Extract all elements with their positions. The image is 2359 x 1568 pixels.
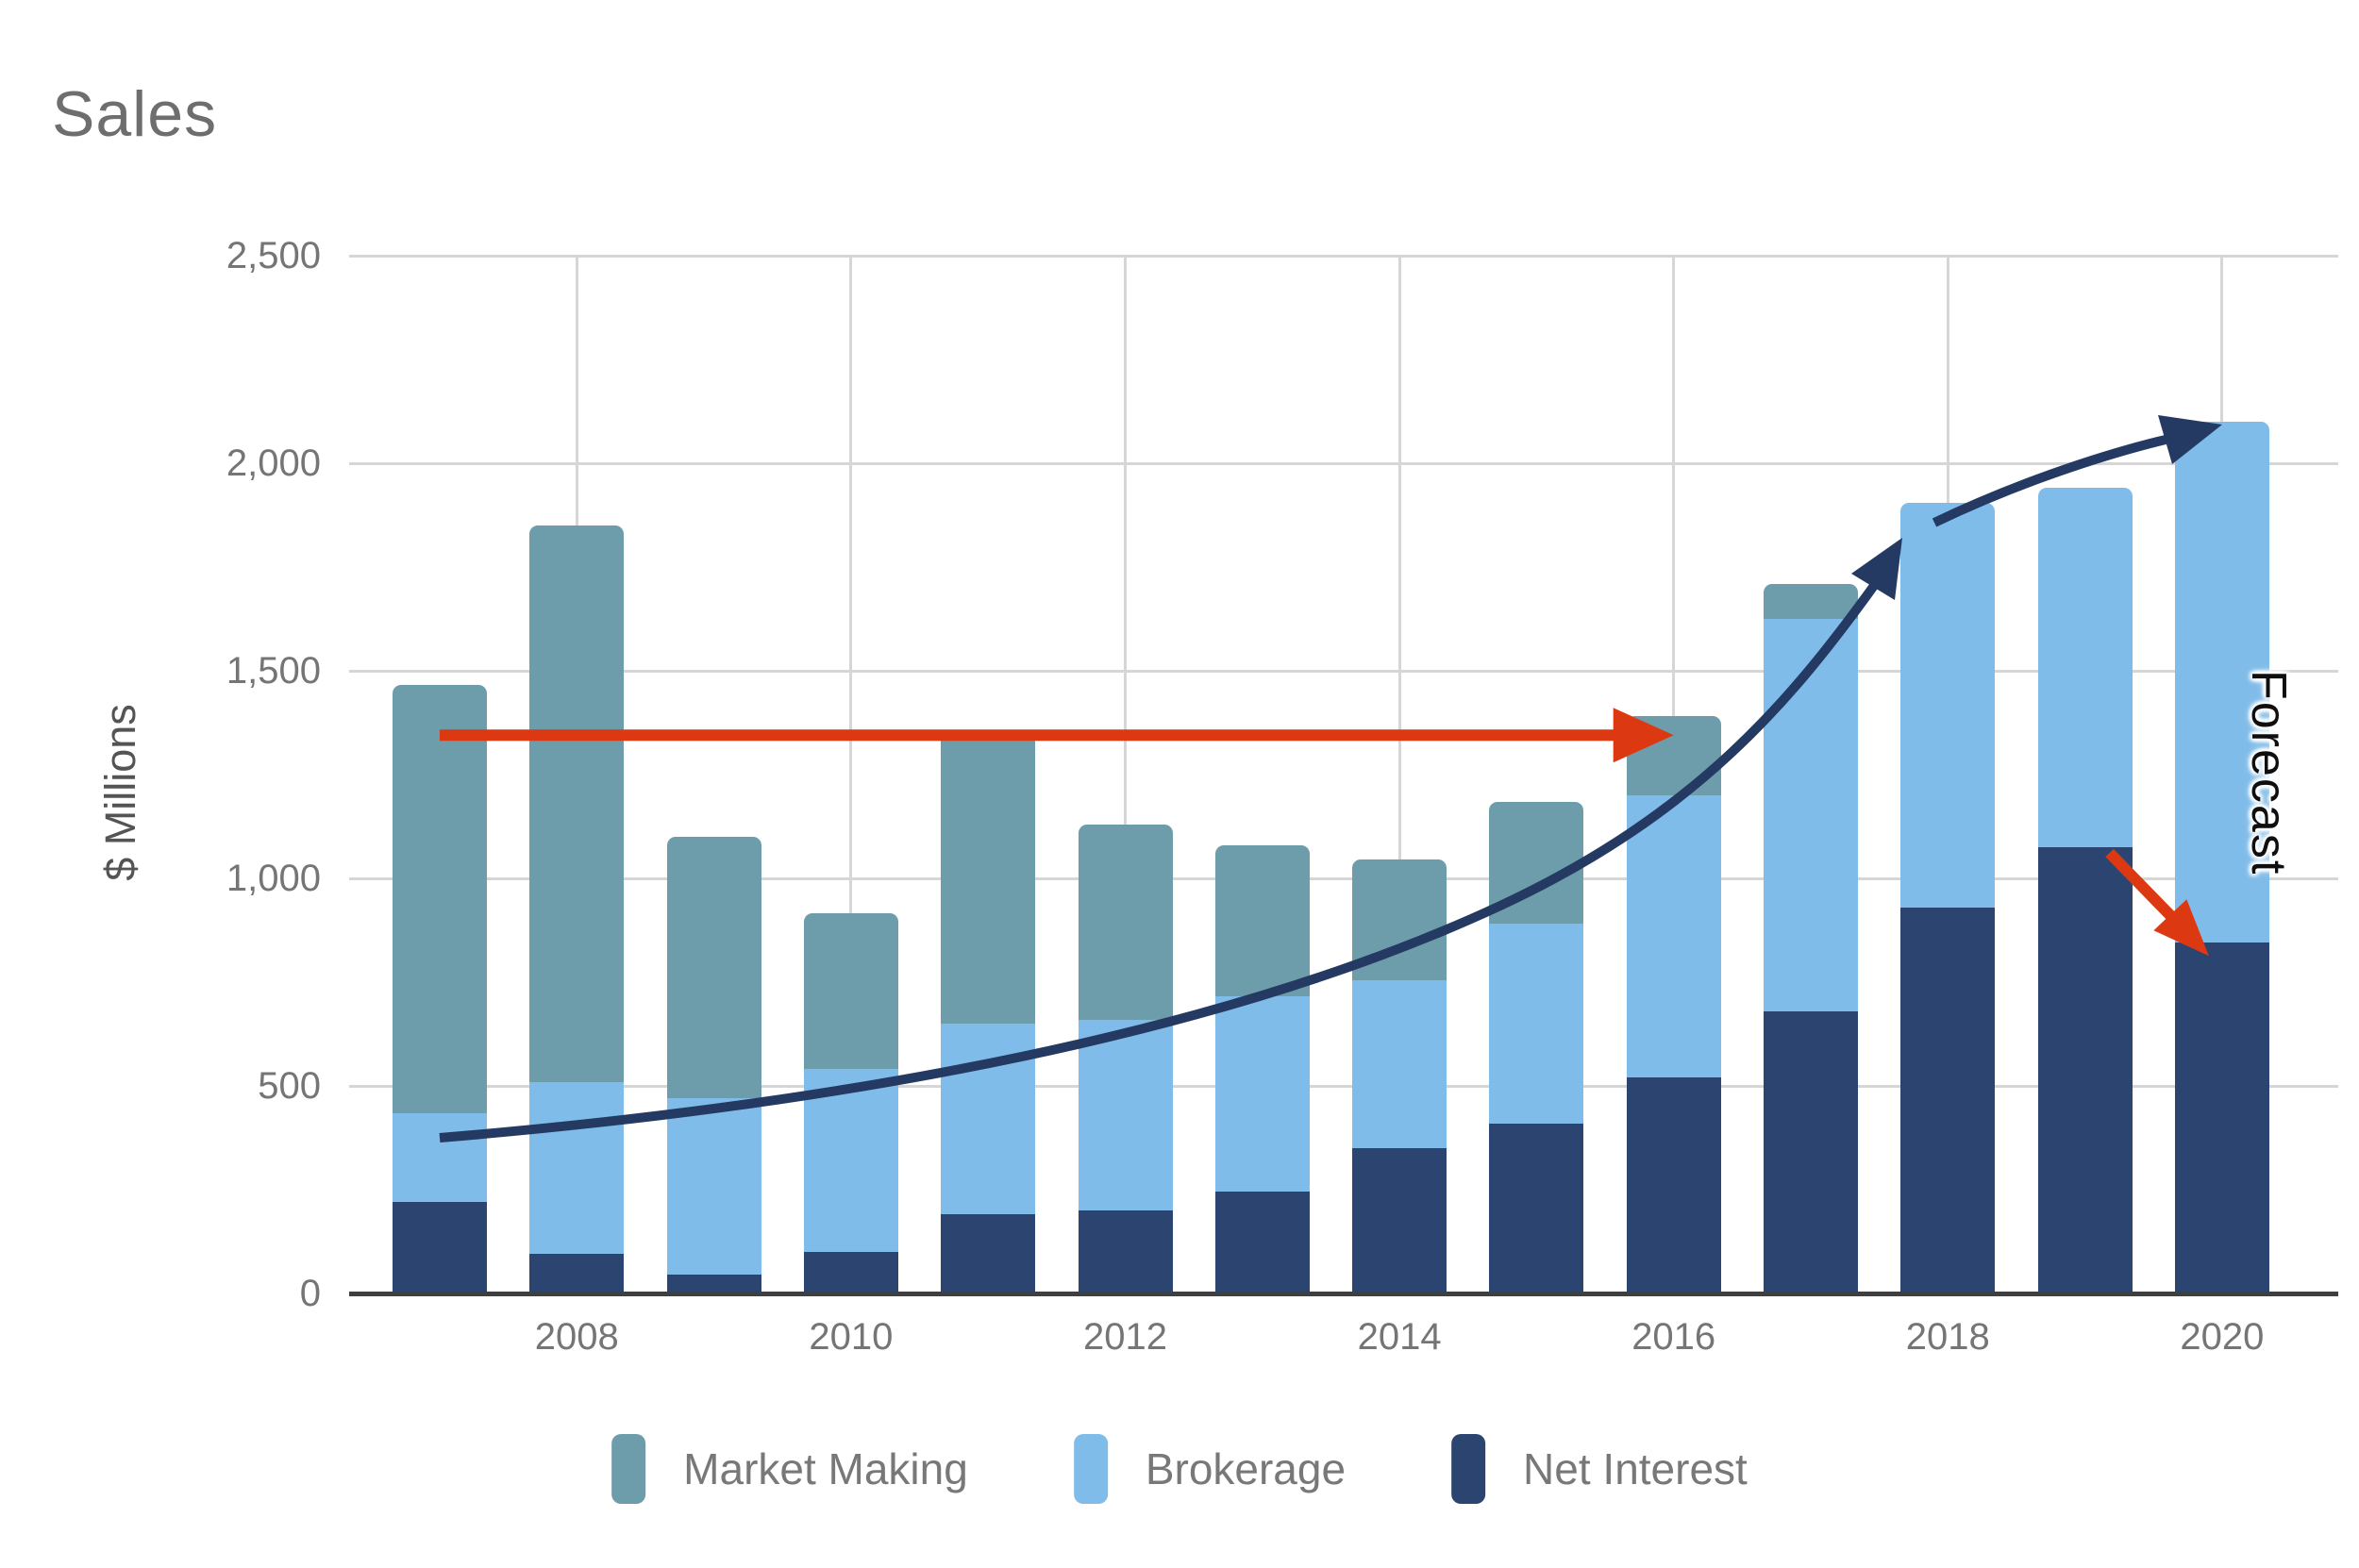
bar-segment-brokerage-2012 [1078, 1019, 1173, 1210]
bar-segment-net-interest-2009 [666, 1275, 761, 1293]
bar-segment-net-interest-2020 [2174, 942, 2269, 1293]
bar-segment-net-interest-2008 [529, 1254, 625, 1293]
gridline-horizontal-2000 [349, 461, 2338, 465]
x-tick-label-2012: 2012 [1083, 1316, 1167, 1358]
legend-item-market-making: Market Making [611, 1434, 968, 1504]
x-tick-label-2010: 2010 [809, 1316, 894, 1358]
trend-arrow-curve [439, 580, 1881, 1143]
bar-segment-net-interest-2011 [941, 1214, 1036, 1293]
gridline-horizontal-1500 [349, 669, 2338, 673]
bar-segment-net-interest-2010 [803, 1252, 898, 1293]
bar-segment-brokerage-2007 [393, 1112, 487, 1203]
gridline-horizontal-500 [349, 1084, 2338, 1088]
bar-segment-net-interest-2015 [1489, 1123, 1584, 1293]
bar-segment-market-making-2011 [941, 730, 1036, 1024]
bar-segment-brokerage-2009 [666, 1098, 761, 1276]
bar-segment-market-making-2012 [1078, 824, 1173, 1020]
bar-segment-brokerage-2019 [2037, 488, 2133, 847]
bar-segment-brokerage-2018 [1900, 502, 1996, 908]
reference-arrowhead [1613, 708, 1674, 763]
trend-arrowhead-mid [1851, 538, 1902, 600]
chart-title: Sales [52, 78, 218, 150]
bar-segment-net-interest-2019 [2037, 847, 2133, 1293]
legend: Market Making Brokerage Net Interest [611, 1434, 1748, 1504]
bar-segment-market-making-2008 [529, 525, 625, 1082]
bar-segment-brokerage-2016 [1626, 795, 1721, 1078]
bar-segment-net-interest-2013 [1214, 1192, 1310, 1293]
forecast-label: Forecast [2241, 670, 2296, 876]
bar-segment-net-interest-2014 [1352, 1148, 1447, 1293]
x-axis-line [349, 1292, 2338, 1296]
x-tick-label-2008: 2008 [534, 1316, 619, 1358]
gridline-vertical-2012 [1124, 256, 1127, 1293]
x-tick-label-2020: 2020 [2180, 1316, 2265, 1358]
decline-arrowhead [2153, 899, 2209, 957]
gridline-horizontal-1000 [349, 876, 2338, 880]
bar-segment-brokerage-2017 [1764, 619, 1858, 1011]
bar-segment-brokerage-2020 [2174, 422, 2269, 943]
bar-segment-brokerage-2008 [529, 1081, 625, 1255]
x-tick-label-2016: 2016 [1631, 1316, 1716, 1358]
gridline-vertical-2010 [849, 256, 853, 1293]
legend-swatch-net-interest [1451, 1434, 1486, 1504]
bar-segment-brokerage-2010 [803, 1069, 898, 1252]
y-tick-label-0: 0 [299, 1273, 321, 1314]
legend-item-net-interest: Net Interest [1451, 1434, 1748, 1504]
bar-segment-market-making-2009 [666, 837, 761, 1099]
legend-item-brokerage: Brokerage [1073, 1434, 1347, 1504]
bar-segment-net-interest-2016 [1626, 1077, 1721, 1293]
bar-segment-net-interest-2012 [1078, 1210, 1173, 1293]
gridline-horizontal-2500 [349, 254, 2338, 258]
trend-arrowhead-end [2158, 415, 2222, 464]
bar-segment-market-making-2007 [393, 685, 487, 1113]
legend-swatch-market-making [611, 1434, 646, 1504]
bar-segment-net-interest-2018 [1900, 907, 1996, 1293]
bar-segment-brokerage-2013 [1214, 996, 1310, 1193]
bar-segment-net-interest-2017 [1764, 1010, 1858, 1293]
y-tick-label-1000: 1,000 [226, 858, 321, 899]
gridline-vertical-2014 [1397, 256, 1401, 1293]
y-tick-label-2500: 2,500 [226, 235, 321, 276]
bar-segment-brokerage-2014 [1352, 979, 1447, 1148]
x-tick-label-2014: 2014 [1357, 1316, 1442, 1358]
legend-label: Market Making [683, 1444, 968, 1493]
legend-swatch-brokerage [1073, 1434, 1108, 1504]
decline-arrow-line [2105, 848, 2178, 923]
y-tick-label-2000: 2,000 [226, 442, 321, 484]
trend-arrow-tail [1932, 435, 2167, 527]
bar-segment-net-interest-2007 [393, 1202, 487, 1293]
legend-label: Brokerage [1145, 1444, 1347, 1493]
bar-segment-market-making-2013 [1214, 844, 1310, 997]
bar-segment-market-making-2017 [1764, 583, 1858, 619]
y-tick-label-500: 500 [258, 1065, 321, 1107]
bar-segment-market-making-2010 [803, 913, 898, 1070]
y-tick-label-1500: 1,500 [226, 650, 321, 692]
bar-segment-brokerage-2015 [1489, 924, 1584, 1124]
x-tick-label-2018: 2018 [1905, 1316, 1990, 1358]
legend-label: Net Interest [1523, 1444, 1748, 1493]
